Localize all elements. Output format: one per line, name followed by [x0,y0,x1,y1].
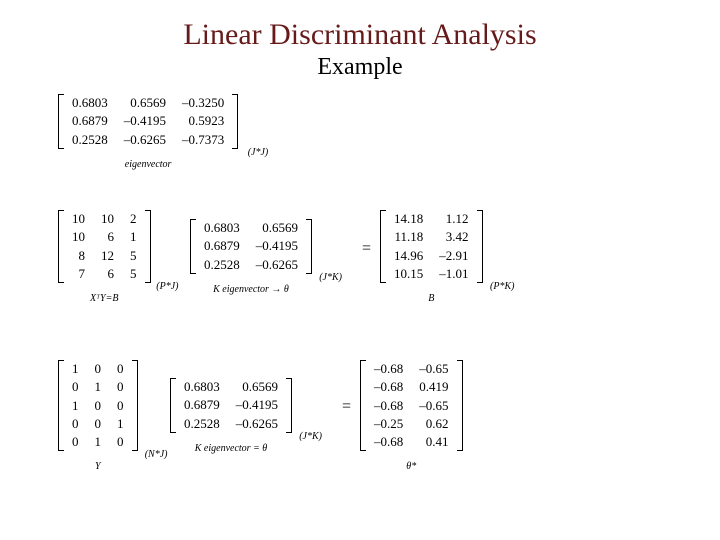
matrix-label: K eigenvector → θ [180,284,322,295]
matrix-label: B [380,293,483,304]
matrix-subscript: (P*J) [156,281,178,292]
matrix-K-eigenvector-2: 0.68030.6569 0.6879–0.4195 0.2528–0.6265… [170,378,292,438]
matrix-cells: 0.68030.6569–0.3250 0.6879–0.41950.5923 … [64,94,232,149]
slide-title: Linear Discriminant Analysis [0,18,720,52]
matrix-label: θ* [360,461,463,472]
matrix-subscript: (J*K) [319,272,342,283]
matrix-label: eigenvector [58,159,238,170]
matrix-subscript: (J*K) [299,431,322,442]
matrix-subscript: (P*K) [490,281,514,292]
equals-sign: = [342,398,351,416]
matrix-label: XᵀY=B [58,293,151,304]
matrix-eigenvector-3x3: 0.68030.6569–0.3250 0.6879–0.41950.5923 … [58,94,238,154]
matrix-K-eigenvector-1: 0.68030.6569 0.6879–0.4195 0.2528–0.6265… [190,219,312,279]
equals-sign: = [362,240,371,258]
slide-subtitle: Example [0,54,720,81]
matrix-label: Y [58,461,138,472]
matrix-B-result: 14.181.12 11.183.42 14.96–2.91 10.15–1.0… [380,210,483,288]
matrix-theta-star: –0.68–0.65 –0.680.419 –0.68–0.65 –0.250.… [360,360,463,456]
matrix-Y: 100 010 100 001 010 (N*J) Y [58,360,138,456]
matrix-XtY: 10102 1061 8125 765 (P*J) XᵀY=B [58,210,151,288]
matrix-label: K eigenvector = θ [160,443,302,454]
matrix-subscript: (J*J) [248,147,269,158]
